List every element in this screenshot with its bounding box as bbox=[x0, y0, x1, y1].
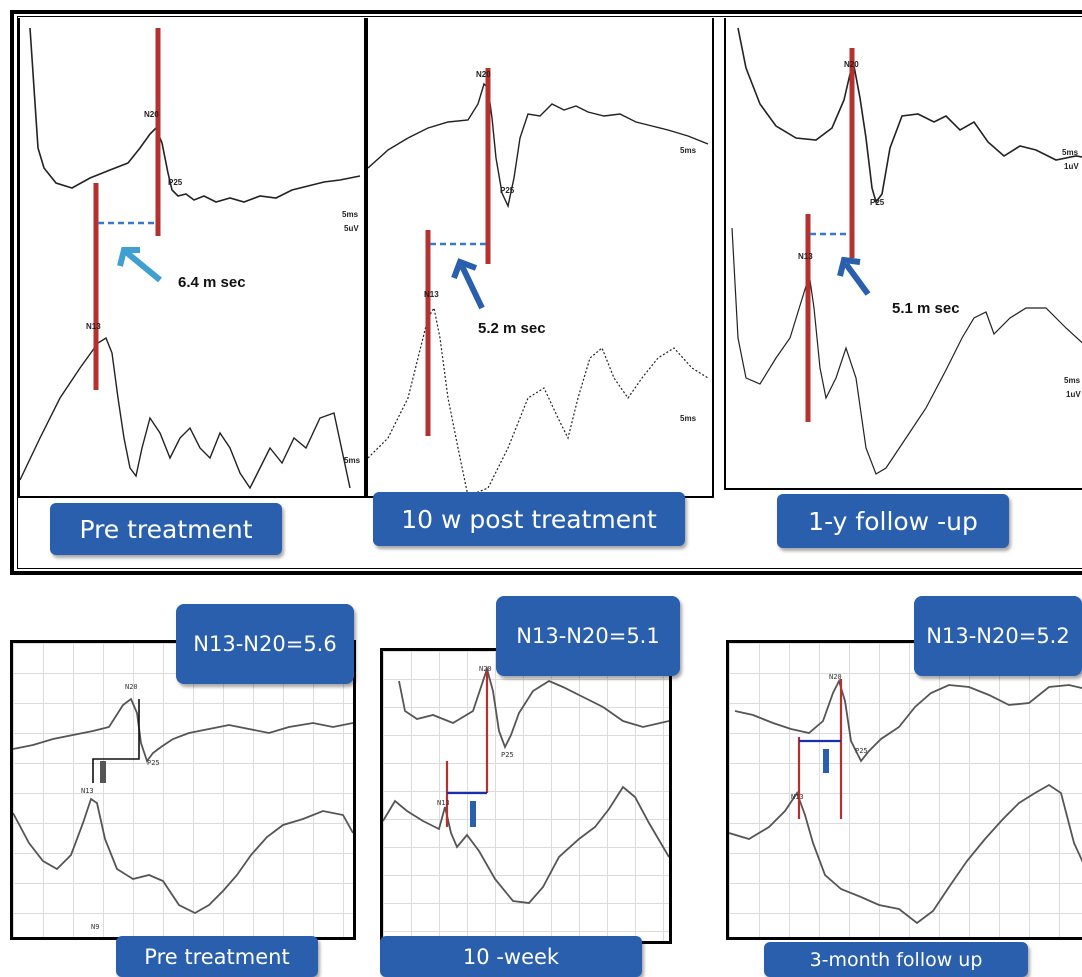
wave-label-n20: N20 bbox=[829, 673, 842, 681]
wave-label-n20: N20 bbox=[844, 60, 859, 69]
label-3-month-follow-up: 3-month follow up bbox=[764, 942, 1028, 977]
interval-3-month: N13-N20=5.2 bbox=[914, 596, 1082, 676]
wave-label-p25: P25 bbox=[855, 747, 868, 755]
bottom-panel-3-month: N20 P25 N13 bbox=[726, 640, 1082, 940]
wave-label-p25: P25 bbox=[501, 751, 514, 759]
evoked-potential-trace-pre bbox=[20, 27, 361, 490]
top-figure-inner-rule bbox=[17, 16, 1082, 569]
wave-label-p25: P25 bbox=[168, 178, 183, 187]
label-1y-follow-up: 1-y follow -up bbox=[777, 494, 1009, 548]
evoked-potential-trace-10w bbox=[368, 68, 709, 496]
wave-label-p25: P25 bbox=[147, 759, 160, 767]
grid-trace-10-week bbox=[383, 665, 669, 904]
wave-label-p25: P25 bbox=[870, 198, 885, 207]
wave-label-p25: P25 bbox=[500, 186, 515, 195]
wave-label-n13: N13 bbox=[798, 252, 813, 261]
label-pre-treatment: Pre treatment bbox=[50, 503, 282, 555]
wave-label-n9: N9 bbox=[91, 923, 100, 931]
wave-label-n20: N20 bbox=[144, 110, 159, 119]
interval-pre-treatment: N13-N20=5.6 bbox=[176, 604, 354, 684]
interval-10-week: N13-N20=5.1 bbox=[496, 596, 680, 676]
wave-label-n20: N20 bbox=[479, 665, 492, 673]
wave-label-n13: N13 bbox=[791, 793, 804, 801]
wave-label-n20: N20 bbox=[476, 70, 491, 79]
top-panel-10w-post: N20 P25 N13 5.2 m sec 5ms 5ms bbox=[366, 18, 714, 498]
wave-label-n13: N13 bbox=[437, 799, 450, 807]
scale-time-bottom: 5ms bbox=[680, 414, 697, 423]
scale-time: 5ms bbox=[1062, 148, 1079, 157]
scale-time-bottom: 5ms bbox=[344, 456, 361, 465]
scale-amplitude: 5uV bbox=[344, 224, 359, 233]
wave-label-n13: N13 bbox=[86, 322, 101, 331]
top-figure-frame bbox=[10, 10, 1082, 575]
scale-time: 5ms bbox=[680, 146, 697, 155]
wave-label-n13: N13 bbox=[424, 290, 439, 299]
scale-amplitude-bottom: 1uV bbox=[1066, 390, 1081, 399]
scale-time: 5ms bbox=[342, 210, 359, 219]
latency-value: 6.4 m sec bbox=[178, 274, 246, 291]
latency-value: 5.2 m sec bbox=[478, 320, 546, 337]
wave-label-n13: N13 bbox=[81, 787, 94, 795]
label-pre-treatment-bottom: Pre treatment bbox=[116, 936, 318, 977]
bottom-panel-10-week: N20 P25 N13 bbox=[380, 648, 672, 944]
label-10w-post-treatment: 10 w post treatment bbox=[373, 492, 685, 546]
bottom-panel-pre-treatment: N20 P25 N13 N9 bbox=[10, 640, 356, 940]
scale-time-bottom: 5ms bbox=[1064, 376, 1081, 385]
grid-trace-3-month bbox=[729, 678, 1082, 925]
label-10-week: 10 -week bbox=[380, 936, 642, 977]
evoked-potential-trace-1y bbox=[731, 27, 1082, 475]
latency-value: 5.1 m sec bbox=[892, 300, 960, 317]
grid-trace-pre bbox=[13, 697, 353, 915]
scale-amplitude: 1uV bbox=[1064, 162, 1079, 171]
top-panel-1y-followup: N20 P25 N13 5.1 m sec 5ms 1uV 5ms 1uV bbox=[724, 18, 1082, 490]
wave-label-n20: N20 bbox=[125, 683, 138, 691]
top-panel-pre-treatment: N20 P25 N13 6.4 m sec 5ms 5uV 5ms bbox=[18, 18, 366, 498]
